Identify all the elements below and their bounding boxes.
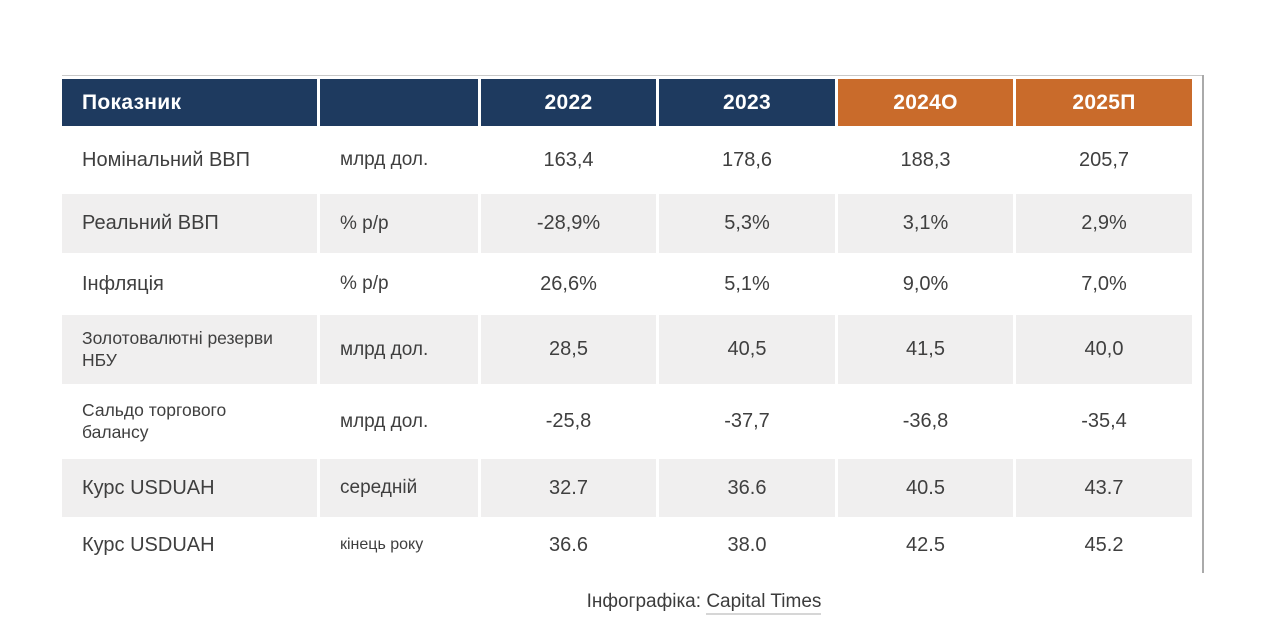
indicator-cell: Курс USDUAH [62, 459, 317, 517]
unit-cell: % р/р [320, 256, 478, 312]
value-cell: 5,3% [659, 194, 835, 253]
table-row: Сальдо торгового балансу млрд дол. -25,8 -3… [62, 387, 1192, 456]
unit-cell: млрд дол. [320, 315, 478, 384]
value-cell: 2,9% [1016, 194, 1192, 253]
table-header-row: Показник 2022 2023 2024О 2025П [62, 79, 1192, 126]
value-cell: 28,5 [481, 315, 656, 384]
indicator-cell: Реальний ВВП [62, 194, 317, 253]
value-cell: -37,7 [659, 387, 835, 456]
value-cell: 40.5 [838, 459, 1013, 517]
indicator-cell: Інфляція [62, 256, 317, 312]
value-cell: -25,8 [481, 387, 656, 456]
column-header-2022: 2022 [481, 79, 656, 126]
value-cell: 36.6 [481, 520, 656, 570]
indicator-cell: Номінальний ВВП [62, 129, 317, 191]
table-top-border [62, 75, 1204, 76]
value-cell: 40,0 [1016, 315, 1192, 384]
value-cell: 45.2 [1016, 520, 1192, 570]
indicator-cell: Золотовалютні резерви НБУ [62, 315, 317, 384]
infographic-credit: Інфографіка: Capital Times [0, 591, 1280, 615]
value-cell: 32.7 [481, 459, 656, 517]
value-cell: 3,1% [838, 194, 1013, 253]
credit-label: Інфографіка: [586, 591, 707, 612]
table-row: Курс USDUAH середній 32.7 36.6 40.5 43.7 [62, 459, 1192, 517]
value-cell: 40,5 [659, 315, 835, 384]
value-cell: -28,9% [481, 194, 656, 253]
unit-cell: млрд дол. [320, 387, 478, 456]
table-row: Реальний ВВП% р/р -28,9% 5,3% 3,1% 2,9% [62, 194, 1192, 253]
value-cell: 7,0% [1016, 256, 1192, 312]
table-row: Інфляція% р/р 26,6% 5,1% 9,0% 7,0% [62, 256, 1192, 312]
indicator-cell: Сальдо торгового балансу [62, 387, 317, 456]
unit-cell: млрд дол. [320, 129, 478, 191]
unit-cell: % р/р [320, 194, 478, 253]
value-cell: 178,6 [659, 129, 835, 191]
credit-source-link[interactable]: Capital Times [706, 591, 822, 615]
column-header-indicator: Показник [62, 79, 317, 126]
value-cell: 205,7 [1016, 129, 1192, 191]
value-cell: 42.5 [838, 520, 1013, 570]
macro-indicators-table: Показник 2022 2023 2024О 2025П Номінальний В… [62, 75, 1204, 573]
table-row: Золотовалютні резерви НБУ млрд дол. 28,5 40… [62, 315, 1192, 384]
column-header-unit [320, 79, 478, 126]
unit-cell: кінець року [320, 520, 478, 570]
value-cell: 5,1% [659, 256, 835, 312]
value-cell: -35,4 [1016, 387, 1192, 456]
value-cell: 26,6% [481, 256, 656, 312]
value-cell: 36.6 [659, 459, 835, 517]
column-header-2023: 2023 [659, 79, 835, 126]
indicator-cell: Курс USDUAH [62, 520, 317, 570]
table-body: Номінальний ВВП млрд дол. 163,4 178,6 188,3 2… [62, 129, 1192, 570]
value-cell: -36,8 [838, 387, 1013, 456]
value-cell: 38.0 [659, 520, 835, 570]
column-header-2025П: 2025П [1016, 79, 1192, 126]
value-cell: 188,3 [838, 129, 1013, 191]
table-right-border [1202, 75, 1204, 573]
table-row: Номінальний ВВП млрд дол. 163,4 178,6 188,3 2… [62, 129, 1192, 191]
unit-cell: середній [320, 459, 478, 517]
table-row: Курс USDUAH кінець року 36.6 38.0 42.5 45.2 [62, 520, 1192, 570]
value-cell: 41,5 [838, 315, 1013, 384]
value-cell: 43.7 [1016, 459, 1192, 517]
value-cell: 163,4 [481, 129, 656, 191]
column-header-2024О: 2024О [838, 79, 1013, 126]
value-cell: 9,0% [838, 256, 1013, 312]
